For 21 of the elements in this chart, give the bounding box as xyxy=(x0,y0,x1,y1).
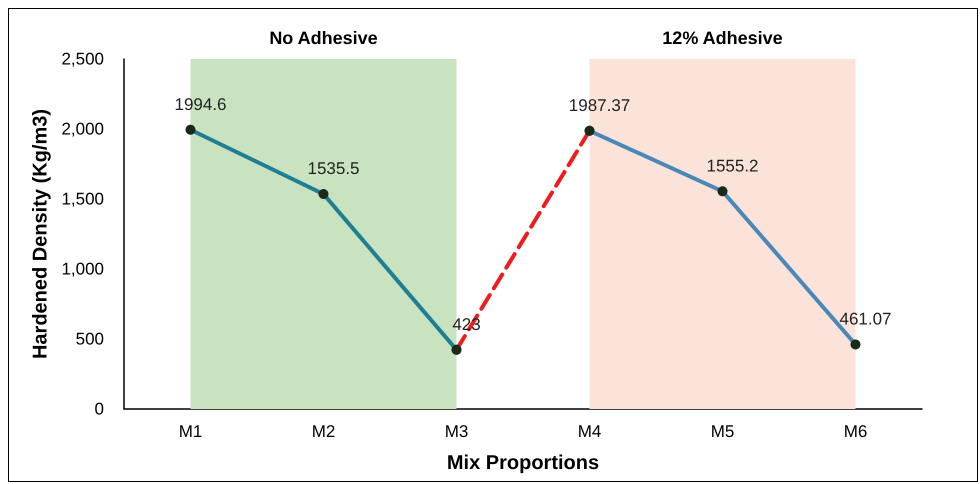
x-tick-label: M1 xyxy=(178,422,202,441)
band-label: No Adhesive xyxy=(269,28,378,48)
y-axis-title: Hardened Density (Kg/m3) xyxy=(30,108,52,360)
x-tick-label: M3 xyxy=(444,422,468,441)
data-label: 1987.37 xyxy=(568,96,630,115)
band-label: 12% Adhesive xyxy=(662,28,783,48)
y-tick-label: 0 xyxy=(94,400,104,418)
y-tick-label: 2,000 xyxy=(61,120,104,138)
data-label: 1535.5 xyxy=(308,159,360,178)
x-tick-label: M6 xyxy=(844,422,868,441)
y-tick-label: 1,500 xyxy=(61,190,104,208)
x-tick-label: M5 xyxy=(710,422,734,441)
x-tick-label: M2 xyxy=(312,422,336,441)
y-tick-label: 500 xyxy=(76,330,104,348)
data-label: 1555.2 xyxy=(706,156,758,176)
data-label: 461.07 xyxy=(840,309,892,328)
data-label: 1994.6 xyxy=(174,94,226,114)
x-tick-label: M4 xyxy=(578,422,602,441)
y-tick-label: 2,500 xyxy=(61,50,104,68)
y-tick-label: 1,000 xyxy=(61,260,104,278)
x-axis-title: Mix Proportions xyxy=(446,452,600,474)
